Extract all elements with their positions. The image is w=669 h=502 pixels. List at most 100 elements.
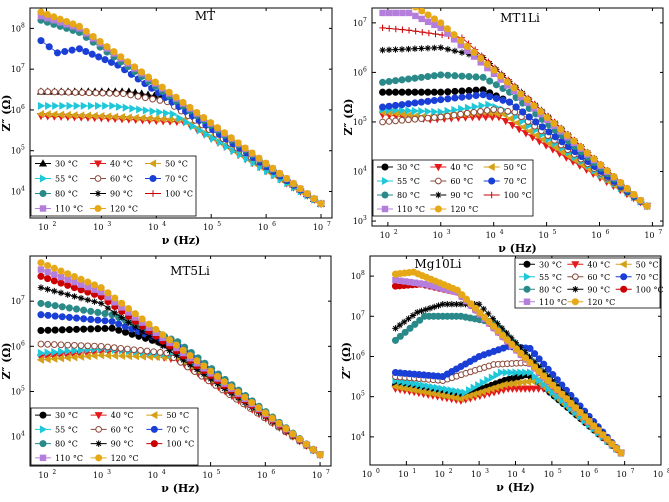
x-tick-label: 10	[471, 470, 481, 479]
legend-label: 50 °C	[166, 411, 189, 420]
legend-marker	[523, 272, 532, 281]
data-point	[85, 89, 93, 97]
data-point	[82, 47, 90, 56]
data-point	[529, 385, 538, 393]
data-point	[80, 306, 88, 314]
data-point	[50, 277, 58, 285]
data-point	[392, 325, 399, 332]
legend-marker	[572, 286, 579, 293]
y-tick-exponent: 4	[21, 431, 25, 438]
data-point	[117, 53, 125, 61]
data-point	[57, 267, 65, 275]
data-point	[166, 336, 174, 344]
data-point	[521, 130, 530, 138]
data-point	[458, 291, 466, 299]
x-tick-exponent: 6	[271, 469, 275, 476]
data-point	[121, 328, 130, 336]
data-point	[97, 300, 105, 307]
x-tick-exponent: 5	[558, 468, 562, 475]
y-tick-exponent: 8	[361, 270, 365, 277]
data-point	[56, 110, 65, 119]
data-point	[498, 325, 506, 332]
data-point	[72, 305, 81, 313]
y-tick-exponent: 7	[363, 17, 367, 24]
data-point	[121, 322, 129, 330]
data-point	[477, 54, 485, 62]
chart-panel-3: 10 2 10 3 10 4 10 5 10 6 10 710 410 510 610 7ν (Hz)Z″ (…	[0, 255, 332, 495]
y-tick-label: 10	[353, 118, 363, 127]
data-point	[545, 139, 553, 148]
data-point	[111, 294, 119, 302]
data-point	[412, 28, 419, 35]
data-point	[75, 22, 83, 30]
legend-marker	[39, 411, 47, 419]
data-point	[424, 107, 433, 116]
data-point	[571, 404, 580, 412]
data-point	[289, 430, 297, 438]
data-point	[268, 414, 276, 422]
data-point	[385, 9, 393, 17]
legend-label: 100 °C	[165, 190, 193, 199]
data-point	[485, 318, 493, 326]
data-point	[435, 302, 442, 309]
data-point	[398, 106, 407, 115]
legend-label: 70 °C	[636, 273, 659, 282]
data-point	[448, 301, 456, 308]
x-tick-exponent: 4	[162, 221, 166, 228]
data-point	[513, 118, 521, 127]
data-point	[492, 94, 500, 102]
data-point	[470, 108, 478, 116]
data-point	[429, 382, 437, 392]
data-point	[400, 318, 408, 326]
data-point	[379, 46, 386, 54]
data-point	[480, 305, 487, 313]
y-tick-label: 10	[11, 342, 21, 351]
data-point	[439, 301, 446, 308]
data-point	[483, 107, 491, 114]
data-point	[165, 88, 173, 96]
data-point	[66, 101, 74, 110]
data-point	[431, 21, 438, 29]
data-point	[142, 106, 151, 115]
data-point	[444, 95, 452, 103]
legend-label: 120 °C	[587, 298, 615, 307]
data-point	[179, 98, 187, 106]
data-point	[115, 320, 123, 328]
legend-marker	[149, 174, 157, 183]
data-point	[104, 304, 112, 312]
data-point	[71, 89, 79, 96]
data-point	[77, 342, 85, 349]
data-point	[58, 88, 65, 96]
data-point	[437, 71, 445, 79]
data-point	[531, 372, 539, 381]
legend-label: 55 °C	[55, 175, 78, 184]
data-point	[540, 372, 548, 380]
data-point	[453, 301, 460, 308]
legend-marker	[95, 454, 103, 462]
data-point	[444, 46, 452, 53]
x-axis-label: ν (Hz)	[496, 481, 535, 494]
data-point	[99, 89, 107, 97]
x-tick-label: 10	[93, 223, 103, 232]
data-point	[418, 107, 426, 116]
y-tick-exponent: 7	[361, 310, 365, 317]
data-point	[385, 88, 393, 96]
data-point	[437, 19, 445, 27]
data-point	[465, 87, 473, 95]
data-point	[275, 419, 283, 427]
data-point	[417, 73, 425, 81]
x-tick-label: 10	[38, 471, 48, 480]
data-point	[119, 90, 127, 98]
y-tick-exponent: 8	[21, 22, 25, 29]
data-point	[549, 381, 557, 389]
data-point	[70, 353, 78, 362]
data-point	[499, 96, 507, 104]
data-point	[545, 384, 553, 393]
data-point	[463, 109, 471, 117]
legend-marker	[381, 191, 389, 199]
data-point	[537, 108, 545, 116]
data-point	[82, 27, 90, 35]
data-point	[456, 387, 465, 396]
data-point	[508, 122, 517, 130]
legend-marker	[434, 205, 442, 213]
